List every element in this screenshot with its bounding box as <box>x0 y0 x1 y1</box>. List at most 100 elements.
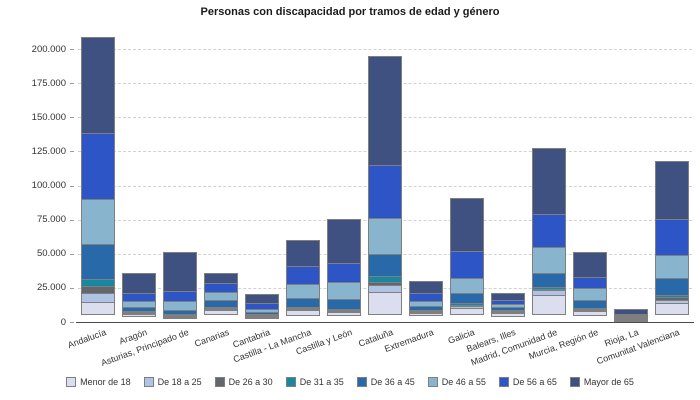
bar-segment[interactable] <box>286 239 321 267</box>
y-axis-tick-label: 50.000 <box>36 248 66 260</box>
legend-item[interactable]: De 56 a 65 <box>498 377 557 387</box>
bar-segment[interactable] <box>449 198 484 252</box>
bar-segment[interactable] <box>286 309 321 316</box>
bar-segment[interactable] <box>449 307 484 316</box>
bar-catalu-a[interactable] <box>368 56 402 322</box>
y-axis-tick-mark <box>70 287 74 289</box>
bar-segment[interactable] <box>654 161 689 221</box>
bar-segment[interactable] <box>654 219 689 256</box>
bar-segment[interactable] <box>368 218 402 256</box>
legend-label: De 36 a 45 <box>370 377 415 387</box>
bar-segment[interactable] <box>368 254 402 277</box>
legend-swatch-icon <box>569 377 580 387</box>
bar-segment[interactable] <box>490 313 525 317</box>
bar-segment[interactable] <box>408 313 443 316</box>
y-axis-tick-mark <box>70 83 74 85</box>
y-axis-tick-mark <box>70 322 74 323</box>
bar-segment[interactable] <box>368 56 402 166</box>
bar-extremadura[interactable] <box>408 281 443 322</box>
bar-murcia-regi-n-de[interactable] <box>572 251 607 322</box>
bar-segment[interactable] <box>122 273 157 294</box>
bar-segment[interactable] <box>408 281 443 295</box>
legend-item[interactable]: Menor de 18 <box>66 377 131 387</box>
bar-andaluc-a[interactable] <box>81 36 116 322</box>
legend-item[interactable]: De 18 a 25 <box>143 377 202 387</box>
legend-item[interactable]: De 26 a 30 <box>214 377 273 387</box>
bar-segment[interactable] <box>81 244 116 280</box>
y-axis-tick-label: 125.000 <box>31 145 66 157</box>
bar-segment[interactable] <box>81 301 116 315</box>
legend-label: De 26 a 30 <box>228 377 273 387</box>
y-axis-tick-label: 200.000 <box>31 43 66 55</box>
bar-madrid-comunidad-de[interactable] <box>531 147 566 322</box>
legend-swatch-icon <box>427 377 438 387</box>
bar-segment[interactable] <box>449 278 484 295</box>
bar-asturias-principado-de[interactable] <box>163 252 198 322</box>
bar-galicia[interactable] <box>449 198 484 322</box>
bar-segment[interactable] <box>163 317 198 320</box>
bar-segment[interactable] <box>654 254 689 280</box>
bar-cantabria[interactable] <box>245 294 280 322</box>
bar-segment[interactable] <box>327 218 362 265</box>
bar-segment[interactable] <box>81 133 116 201</box>
bar-segment[interactable] <box>531 246 566 274</box>
bar-segment[interactable] <box>654 302 689 315</box>
x-axis-label: Andalucía <box>66 327 108 351</box>
bar-segment[interactable] <box>572 311 607 317</box>
bar-arag-n[interactable] <box>122 273 157 322</box>
bar-segment[interactable] <box>81 199 116 246</box>
y-axis-tick-label: 25.000 <box>36 282 66 294</box>
legend-swatch-icon <box>66 377 77 387</box>
bar-segment[interactable] <box>245 316 280 319</box>
x-axis-label: Canarias <box>193 327 231 349</box>
legend-swatch-icon <box>143 377 154 387</box>
bar-segment[interactable] <box>163 252 198 292</box>
bar-canarias[interactable] <box>204 272 239 322</box>
bar-segment[interactable] <box>286 265 321 286</box>
legend-label: De 31 a 35 <box>299 377 344 387</box>
bar-segment[interactable] <box>286 284 321 300</box>
bar-segment[interactable] <box>531 294 566 315</box>
y-axis-tick-mark <box>70 49 74 50</box>
y-axis-tick-label: 75.000 <box>36 214 66 226</box>
bar-segment[interactable] <box>368 164 402 220</box>
legend-item[interactable]: Mayor de 65 <box>569 377 634 387</box>
bar-segment[interactable] <box>327 311 362 316</box>
legend-label: Mayor de 65 <box>583 377 634 387</box>
legend-swatch-icon <box>285 377 296 387</box>
bar-segment[interactable] <box>122 314 157 317</box>
legend-swatch-icon <box>498 377 509 387</box>
bar-segment[interactable] <box>613 319 648 322</box>
gridline <box>78 49 692 50</box>
bar-segment[interactable] <box>531 272 566 289</box>
legend: Menor de 18 De 18 a 25 De 26 a 30 De 31 a 3… <box>0 377 700 387</box>
bar-segment[interactable] <box>81 36 116 135</box>
legend-item[interactable]: De 31 a 35 <box>285 377 344 387</box>
x-axis-line <box>76 322 694 323</box>
bar-rioja-la[interactable] <box>613 309 648 322</box>
bar-segment[interactable] <box>449 250 484 280</box>
bar-segment[interactable] <box>368 291 402 315</box>
y-axis-tick-mark <box>70 185 74 187</box>
legend-swatch-icon <box>214 377 225 387</box>
bar-castilla-la-mancha[interactable] <box>286 239 321 322</box>
legend-item[interactable]: De 46 a 55 <box>427 377 486 387</box>
bar-segment[interactable] <box>531 147 566 215</box>
bar-comunitat-valenciana[interactable] <box>654 161 689 322</box>
legend-label: De 18 a 25 <box>157 377 202 387</box>
bar-castilla-y-le-n[interactable] <box>327 218 362 322</box>
legend-item[interactable]: De 36 a 45 <box>356 377 415 387</box>
bar-balears-illes[interactable] <box>490 293 525 322</box>
bar-segment[interactable] <box>204 309 239 316</box>
bar-segment[interactable] <box>654 278 689 296</box>
legend-label: De 46 a 55 <box>441 377 486 387</box>
y-axis-tick-label: 0 <box>60 316 66 328</box>
chart-title: Personas con discapacidad por tramos de … <box>200 6 500 18</box>
y-axis-tick-mark <box>70 117 74 119</box>
bar-segment[interactable] <box>327 281 362 301</box>
bar-segment[interactable] <box>572 251 607 279</box>
bar-segment[interactable] <box>531 213 566 248</box>
legend-label: De 56 a 65 <box>512 377 557 387</box>
bar-segment[interactable] <box>327 263 362 283</box>
